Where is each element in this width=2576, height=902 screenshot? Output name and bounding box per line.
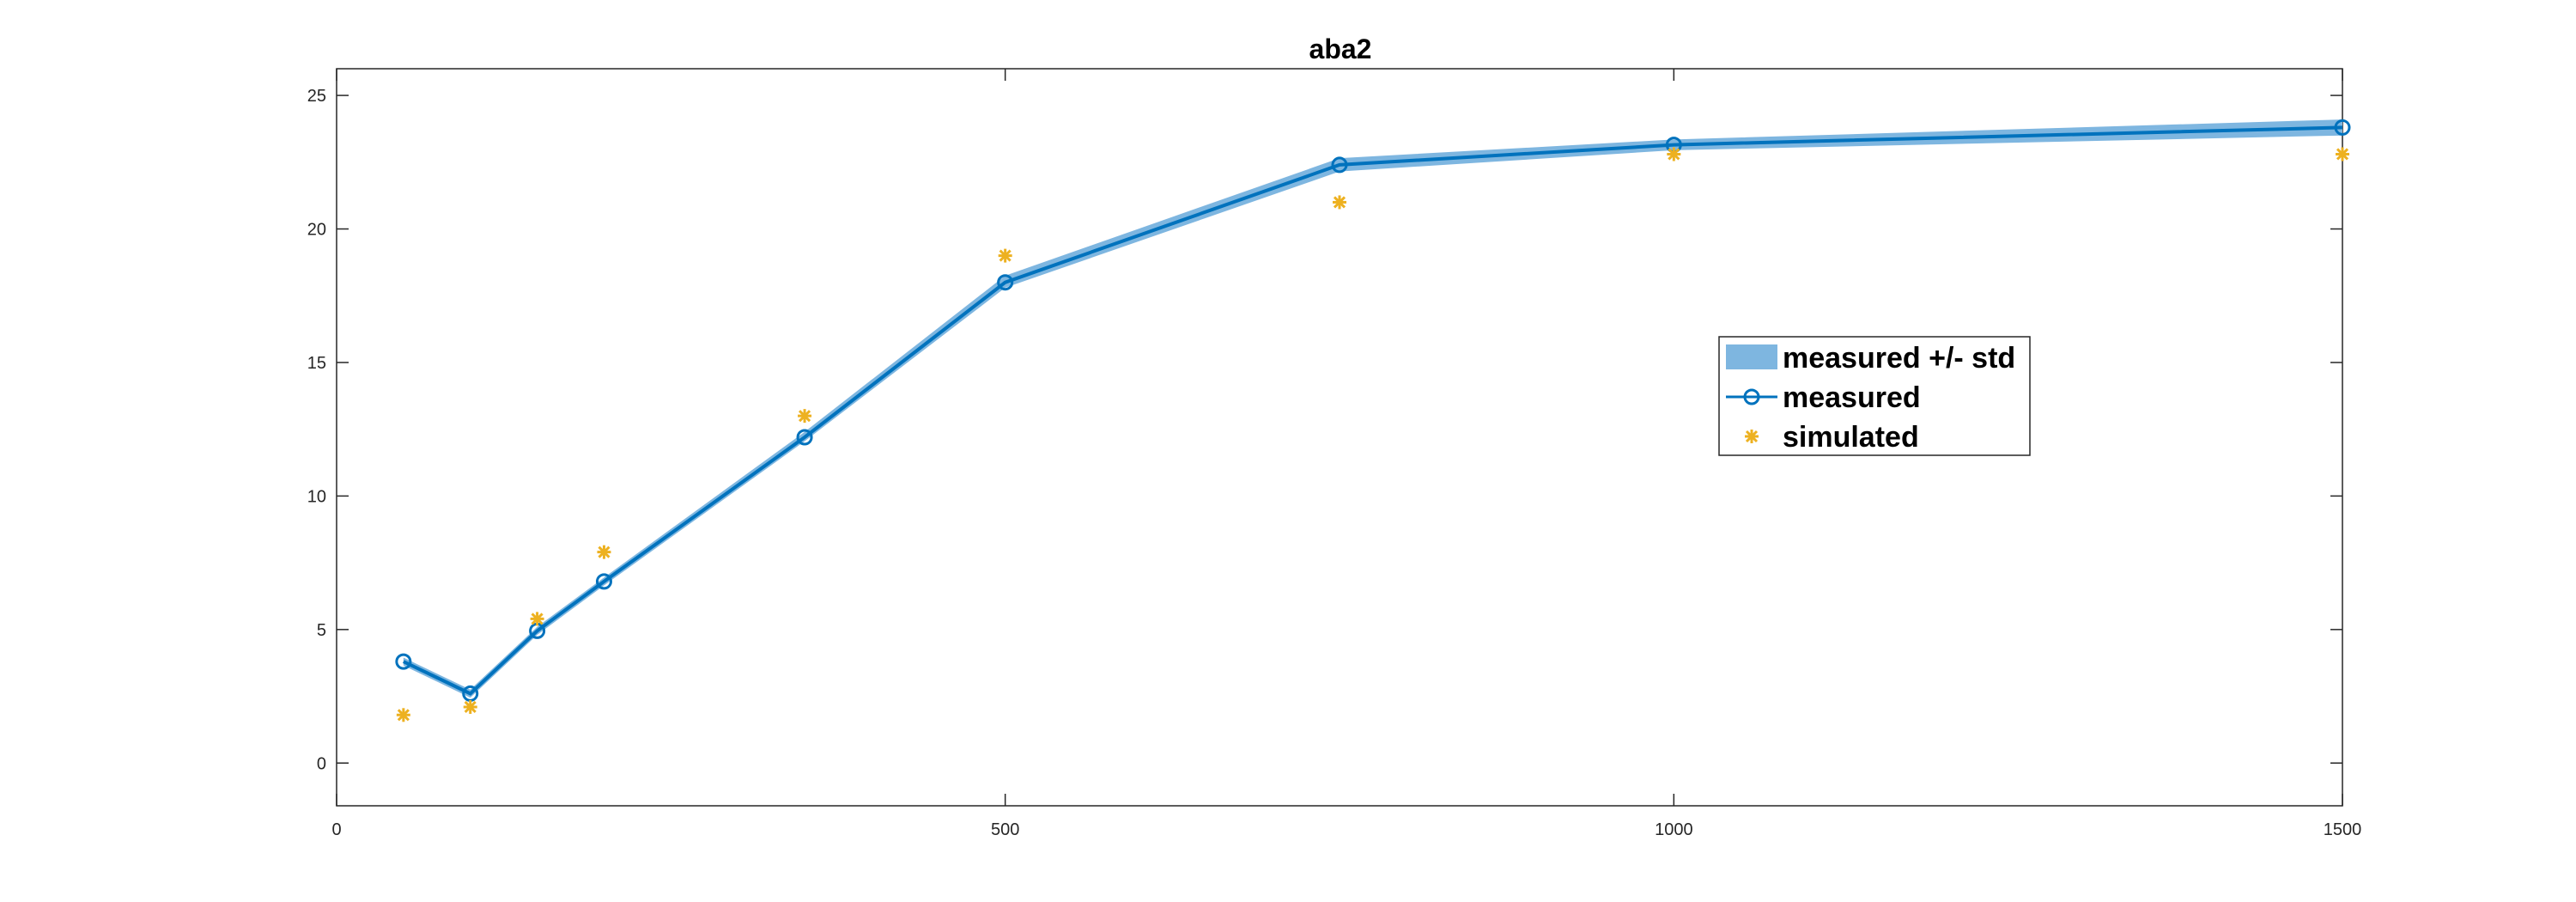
legend-label-measured: measured	[1783, 381, 1921, 414]
simulated-point-6	[1333, 195, 1346, 210]
simulated-point-8	[2336, 147, 2349, 162]
measured-point-0	[395, 653, 412, 670]
x-tick-label-1: 500	[991, 820, 1019, 839]
y-tick-label-1: 5	[317, 621, 326, 640]
measured-point-4	[796, 429, 813, 446]
measured-point-5	[997, 274, 1014, 291]
legend-label-simulated: simulated	[1783, 421, 1919, 454]
simulated-point-0	[396, 708, 410, 722]
measured-point-6	[1331, 156, 1348, 174]
chart-title: aba2	[1309, 34, 1372, 64]
legend-swatch-asterisk	[1745, 430, 1759, 443]
simulated-point-5	[998, 248, 1012, 263]
x-tick-label-2: 1000	[1655, 820, 1693, 839]
y-tick-label-3: 15	[307, 354, 326, 373]
legend-label-band: measured +/- std	[1783, 342, 2015, 375]
measured-point-3	[595, 573, 612, 590]
measured-point-8	[2334, 119, 2351, 136]
y-tick-label-5: 25	[307, 87, 326, 106]
plot-area: 0 500 1000 1500 0 5 10 15 20 25	[307, 68, 2362, 839]
x-tick-label-0: 0	[331, 820, 341, 839]
y-tick-label-0: 0	[317, 754, 326, 773]
simulated-point-1	[463, 699, 477, 714]
legend: measured +/- std measured simulated	[1718, 336, 2031, 456]
series-line-measured	[403, 125, 2343, 696]
y-tick-label-4: 20	[307, 221, 326, 240]
simulated-point-3	[597, 545, 611, 559]
legend-swatch-circle	[1743, 388, 1760, 405]
simulated-point-2	[530, 612, 544, 626]
legend-swatch-band	[1726, 344, 1777, 369]
simulated-point-4	[798, 409, 812, 424]
y-tick-label-2: 10	[307, 487, 326, 506]
x-tick-label-3: 1500	[2324, 820, 2362, 839]
axes-box	[336, 68, 2343, 807]
simulated-point-7	[1667, 147, 1681, 162]
